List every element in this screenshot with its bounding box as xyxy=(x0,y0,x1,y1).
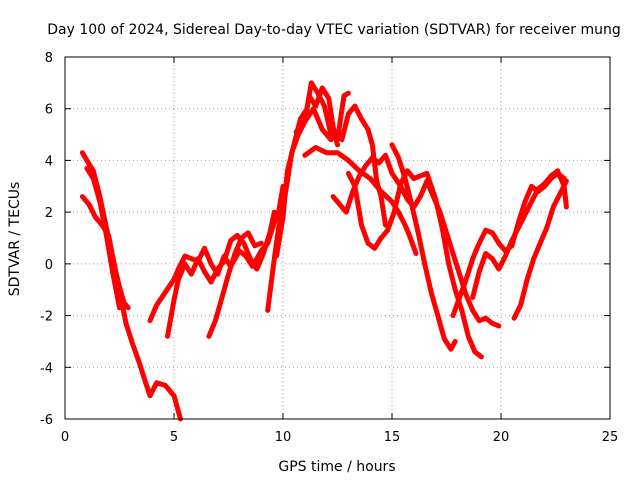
y-tick-label: -2 xyxy=(40,310,53,325)
data-series-12 xyxy=(339,103,388,228)
x-tick-label: 20 xyxy=(493,430,510,445)
data-series-6 xyxy=(206,230,264,339)
plot-frame xyxy=(64,56,611,420)
data-series-8 xyxy=(274,80,351,259)
data-series-17 xyxy=(511,178,569,321)
y-tick-label: 4 xyxy=(45,154,53,169)
data-series-5 xyxy=(165,209,277,339)
y-tick-label: -6 xyxy=(40,413,53,428)
data-series-group xyxy=(79,80,569,422)
y-tick-label: 6 xyxy=(45,103,53,118)
x-tick-label: 25 xyxy=(602,430,619,445)
x-tick-label: 10 xyxy=(275,430,292,445)
data-series-3 xyxy=(84,165,122,311)
axis-ticks: 0 5 10 15 20 25 -6 -4 -2 0 2 4 6 8 xyxy=(40,51,618,445)
x-tick-label: 5 xyxy=(170,430,178,445)
y-tick-label: 0 xyxy=(45,258,53,273)
data-series-11 xyxy=(330,152,502,329)
x-axis-label: GPS time / hours xyxy=(278,459,395,475)
y-tick-label: 8 xyxy=(45,51,53,66)
x-tick-label: 15 xyxy=(384,430,401,445)
y-tick-label: -4 xyxy=(40,361,53,376)
data-series-9 xyxy=(293,106,334,143)
data-series-10 xyxy=(302,145,419,256)
grid xyxy=(65,57,610,419)
data-series-14 xyxy=(389,142,458,352)
chart-title: Day 100 of 2024, Sidereal Day-to-day VTE… xyxy=(47,22,621,38)
y-axis-label: SDTVAR / TECUs xyxy=(7,182,23,297)
x-tick-label: 0 xyxy=(61,430,69,445)
y-tick-label: 2 xyxy=(45,206,53,221)
data-series-16 xyxy=(470,168,569,300)
